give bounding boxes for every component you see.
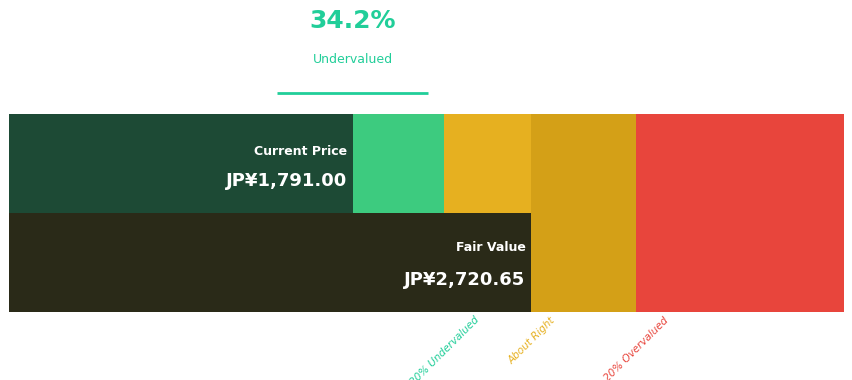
Bar [444, 114, 531, 312]
Text: About Right: About Right [505, 315, 556, 366]
Text: 34.2%: 34.2% [309, 8, 395, 33]
Bar [9, 213, 531, 312]
Text: 20% Undervalued: 20% Undervalued [407, 315, 480, 380]
Text: 20% Overvalued: 20% Overvalued [602, 315, 669, 380]
Text: JP¥2,720.65: JP¥2,720.65 [404, 271, 525, 289]
Bar [531, 114, 636, 312]
Text: JP¥1,791.00: JP¥1,791.00 [226, 172, 347, 190]
Bar [9, 114, 352, 213]
Text: Fair Value: Fair Value [455, 241, 525, 254]
Bar [636, 114, 843, 312]
Text: Undervalued: Undervalued [313, 53, 392, 66]
Bar [9, 114, 444, 312]
Text: Current Price: Current Price [254, 145, 347, 158]
